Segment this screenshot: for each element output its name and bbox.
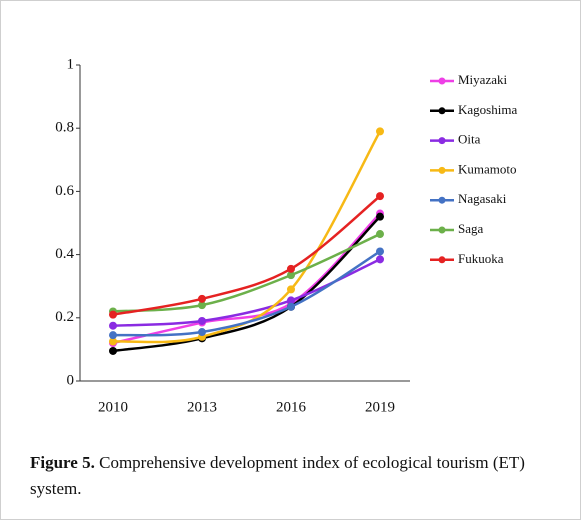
point <box>198 316 206 325</box>
point <box>109 337 117 346</box>
point <box>109 346 117 355</box>
point <box>198 328 206 337</box>
legend-marker <box>438 77 446 85</box>
series-line <box>112 130 382 344</box>
point <box>287 296 295 305</box>
legend-label: Fukuoka <box>458 251 504 266</box>
series-line <box>112 195 381 316</box>
x-tick-label: 2010 <box>98 399 128 415</box>
point <box>287 285 295 294</box>
caption-text: Comprehensive development index of ecolo… <box>30 453 525 498</box>
legend-marker <box>438 137 446 145</box>
caption: Figure 5. Comprehensive development inde… <box>30 450 550 502</box>
point <box>376 247 384 256</box>
legend-label: Nagasaki <box>458 191 507 206</box>
y-tick-label: 0.6 <box>55 183 74 199</box>
y-tick-label: 1 <box>67 56 75 72</box>
y-tick-label: 0.8 <box>55 120 74 136</box>
point <box>376 192 384 201</box>
point <box>287 302 295 311</box>
caption-label: Figure 5. <box>30 453 95 472</box>
point <box>198 294 206 303</box>
point <box>109 331 117 340</box>
series-line <box>112 250 381 337</box>
series-line <box>112 215 381 353</box>
x-tick-label: 2019 <box>365 399 395 415</box>
point <box>109 310 117 319</box>
x-tick-label: 2013 <box>187 399 217 415</box>
point <box>287 271 295 280</box>
legend-label: Kagoshima <box>458 102 517 117</box>
point <box>287 264 295 273</box>
point <box>109 321 117 330</box>
legend-marker <box>438 166 446 174</box>
legend-label: Oita <box>458 132 481 147</box>
point <box>376 127 384 136</box>
y-tick-label: 0.4 <box>55 246 74 262</box>
chart: 0 0.2 0.4 0.6 0.8 1 2010 2013 2016 2019 Miyazaki Ka… <box>55 56 517 415</box>
legend-marker <box>438 256 446 264</box>
y-tick-label: 0.2 <box>55 309 74 325</box>
legend-marker <box>438 196 446 204</box>
point <box>376 212 384 221</box>
point <box>376 255 384 264</box>
legend-marker <box>438 226 446 234</box>
legend-label: Saga <box>458 221 484 236</box>
point <box>198 301 206 310</box>
legend-label: Kumamoto <box>458 161 517 176</box>
legend-label: Miyazaki <box>458 72 507 87</box>
y-tick-label: 0 <box>67 372 75 388</box>
point <box>376 230 384 239</box>
x-tick-label: 2016 <box>276 399 307 415</box>
series-line <box>112 232 381 313</box>
legend-marker <box>438 107 446 115</box>
